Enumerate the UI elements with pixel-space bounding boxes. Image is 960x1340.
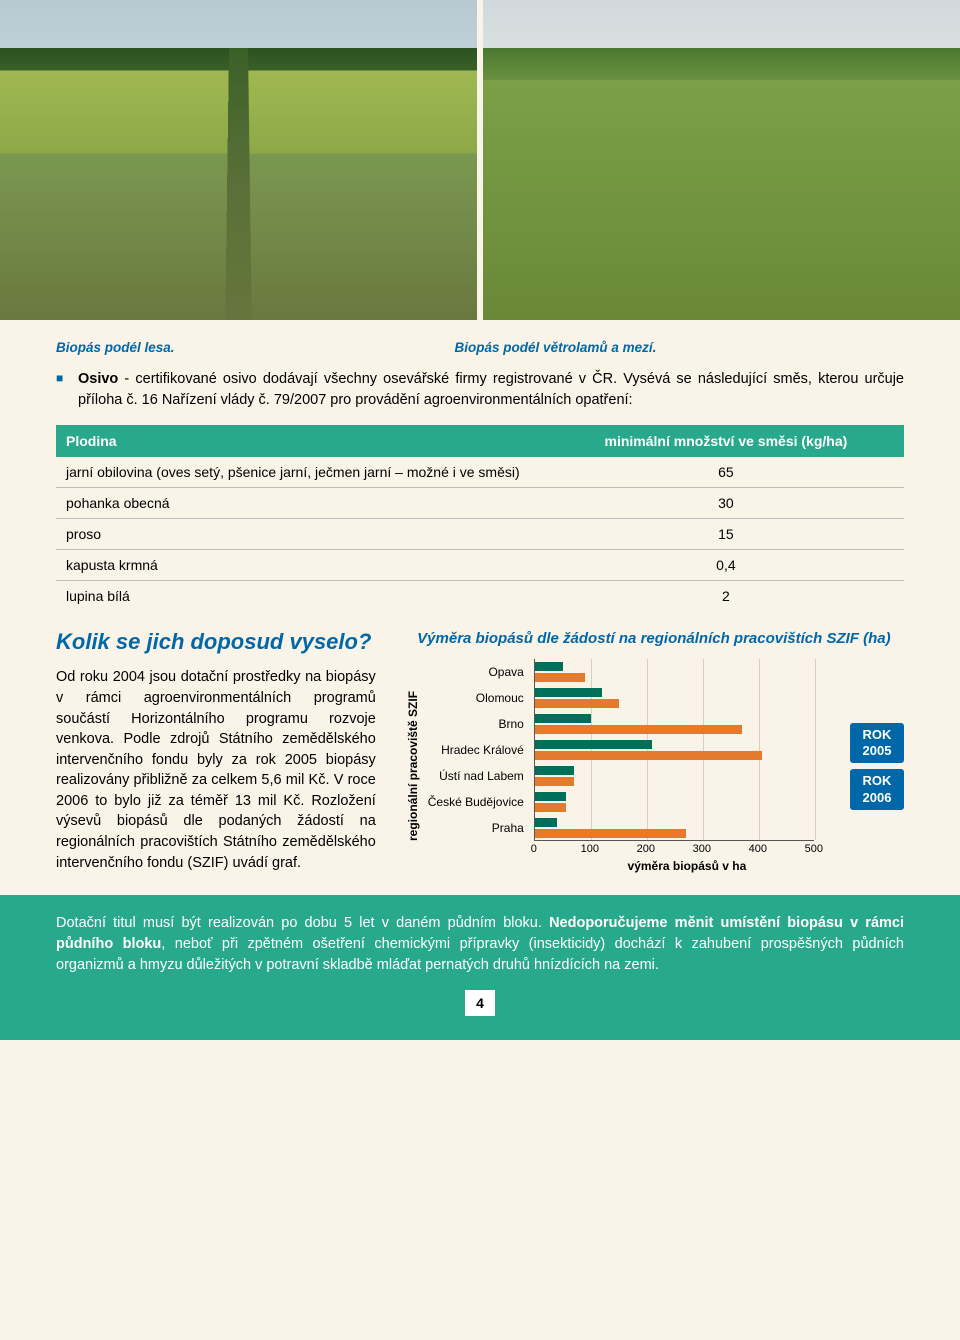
chart-category-label: Hradec Králové xyxy=(422,737,530,763)
osivo-text: - certifikované osivo dodávají všechny o… xyxy=(78,371,904,408)
chart-bar xyxy=(535,818,557,827)
crop-name: kapusta krmná xyxy=(56,550,548,581)
crop-name: proso xyxy=(56,519,548,550)
chart-xtick: 300 xyxy=(693,843,711,855)
chart-ylabel: regionální pracoviště SZIF xyxy=(404,659,422,873)
chart-bar xyxy=(535,829,686,838)
two-column-section: Kolik se jich doposud vyselo? Od roku 20… xyxy=(56,629,904,873)
chart-wrap: regionální pracoviště SZIF OpavaOlomoucB… xyxy=(404,659,904,873)
crop-amount: 2 xyxy=(548,581,904,612)
photo-biopas-forest xyxy=(0,0,477,320)
chart-row xyxy=(535,711,814,737)
section-heading: Kolik se jich doposud vyselo? xyxy=(56,629,376,655)
caption-left: Biopás podél lesa. xyxy=(56,340,455,355)
chart-bar xyxy=(535,725,742,734)
chart-bar xyxy=(535,751,762,760)
table-row: jarní obilovina (oves setý, pšenice jarn… xyxy=(56,457,904,488)
chart-xtick: 400 xyxy=(749,843,767,855)
chart-bar xyxy=(535,792,566,801)
crop-name: pohanka obecná xyxy=(56,488,548,519)
chart-title: Výměra biopásů dle žádostí na regionální… xyxy=(404,629,904,649)
photo-biopas-windbreak xyxy=(483,0,960,320)
table-row: lupina bílá2 xyxy=(56,581,904,612)
chart-category-label: Praha xyxy=(422,815,530,841)
chart-bar xyxy=(535,673,585,682)
crop-th-mnozstvi: minimální množství ve směsi (kg/ha) xyxy=(548,425,904,457)
chart-core: OpavaOlomoucBrnoHradec KrálovéÚstí nad L… xyxy=(422,659,840,873)
crop-table: Plodina minimální množství ve směsi (kg/… xyxy=(56,425,904,611)
left-column: Kolik se jich doposud vyselo? Od roku 20… xyxy=(56,629,376,873)
crop-tbody: jarní obilovina (oves setý, pšenice jarn… xyxy=(56,457,904,611)
chart-category-labels: OpavaOlomoucBrnoHradec KrálovéÚstí nad L… xyxy=(422,659,530,841)
chart-xtick: 100 xyxy=(581,843,599,855)
caption-right: Biopás podél větrolamů a mezí. xyxy=(455,340,657,355)
chart-row xyxy=(535,685,814,711)
chart-bar xyxy=(535,688,602,697)
chart-bar xyxy=(535,766,574,775)
table-row: pohanka obecná30 xyxy=(56,488,904,519)
photo-row xyxy=(0,0,960,320)
chart-plot xyxy=(534,659,814,841)
footer-band: Dotační titul musí být realizován po dob… xyxy=(0,895,960,1040)
crop-th-plodina: Plodina xyxy=(56,425,548,457)
chart-legend-item: ROK2005 xyxy=(850,723,904,764)
crop-amount: 0,4 xyxy=(548,550,904,581)
chart-xlabel: výměra biopásů v ha xyxy=(534,859,840,873)
right-column: Výměra biopásů dle žádostí na regionální… xyxy=(404,629,904,873)
chart-legend-item: ROK2006 xyxy=(850,769,904,810)
crop-amount: 15 xyxy=(548,519,904,550)
chart-xtick: 0 xyxy=(531,843,537,855)
chart-category-label: Brno xyxy=(422,711,530,737)
footer-part1: Dotační titul musí být realizován po dob… xyxy=(56,915,549,931)
chart-row xyxy=(535,763,814,789)
chart-bar xyxy=(535,803,566,812)
osivo-paragraph: Osivo - certifikované osivo dodávají vše… xyxy=(56,369,904,411)
caption-row: Biopás podél lesa. Biopás podél větrolam… xyxy=(56,340,904,355)
chart-bar xyxy=(535,777,574,786)
chart-category-label: Ústí nad Labem xyxy=(422,763,530,789)
chart-xtick: 200 xyxy=(637,843,655,855)
chart-legend: ROK2005 ROK2006 xyxy=(840,659,904,873)
chart-bar xyxy=(535,699,619,708)
chart-bar xyxy=(535,740,653,749)
chart-row xyxy=(535,789,814,815)
crop-name: jarní obilovina (oves setý, pšenice jarn… xyxy=(56,457,548,488)
section-body: Od roku 2004 jsou dotační prostředky na … xyxy=(56,667,376,873)
chart-bar xyxy=(535,714,591,723)
crop-amount: 65 xyxy=(548,457,904,488)
table-row: proso15 xyxy=(56,519,904,550)
chart-row xyxy=(535,815,814,841)
chart-bar xyxy=(535,662,563,671)
document-body: Biopás podél lesa. Biopás podél větrolam… xyxy=(0,320,960,873)
chart-category-label: Opava xyxy=(422,659,530,685)
chart-xticks: 0100200300400500 xyxy=(534,841,814,857)
osivo-bold: Osivo xyxy=(78,371,118,387)
crop-name: lupina bílá xyxy=(56,581,548,612)
chart-row xyxy=(535,659,814,685)
chart-row xyxy=(535,737,814,763)
chart-xtick: 500 xyxy=(805,843,823,855)
page-number: 4 xyxy=(465,990,495,1016)
footer-part2: , neboť při zpětném ošetření chemickými … xyxy=(56,936,904,973)
chart-category-label: Olomouc xyxy=(422,685,530,711)
crop-amount: 30 xyxy=(548,488,904,519)
table-row: kapusta krmná0,4 xyxy=(56,550,904,581)
chart-category-label: České Budějovice xyxy=(422,789,530,815)
